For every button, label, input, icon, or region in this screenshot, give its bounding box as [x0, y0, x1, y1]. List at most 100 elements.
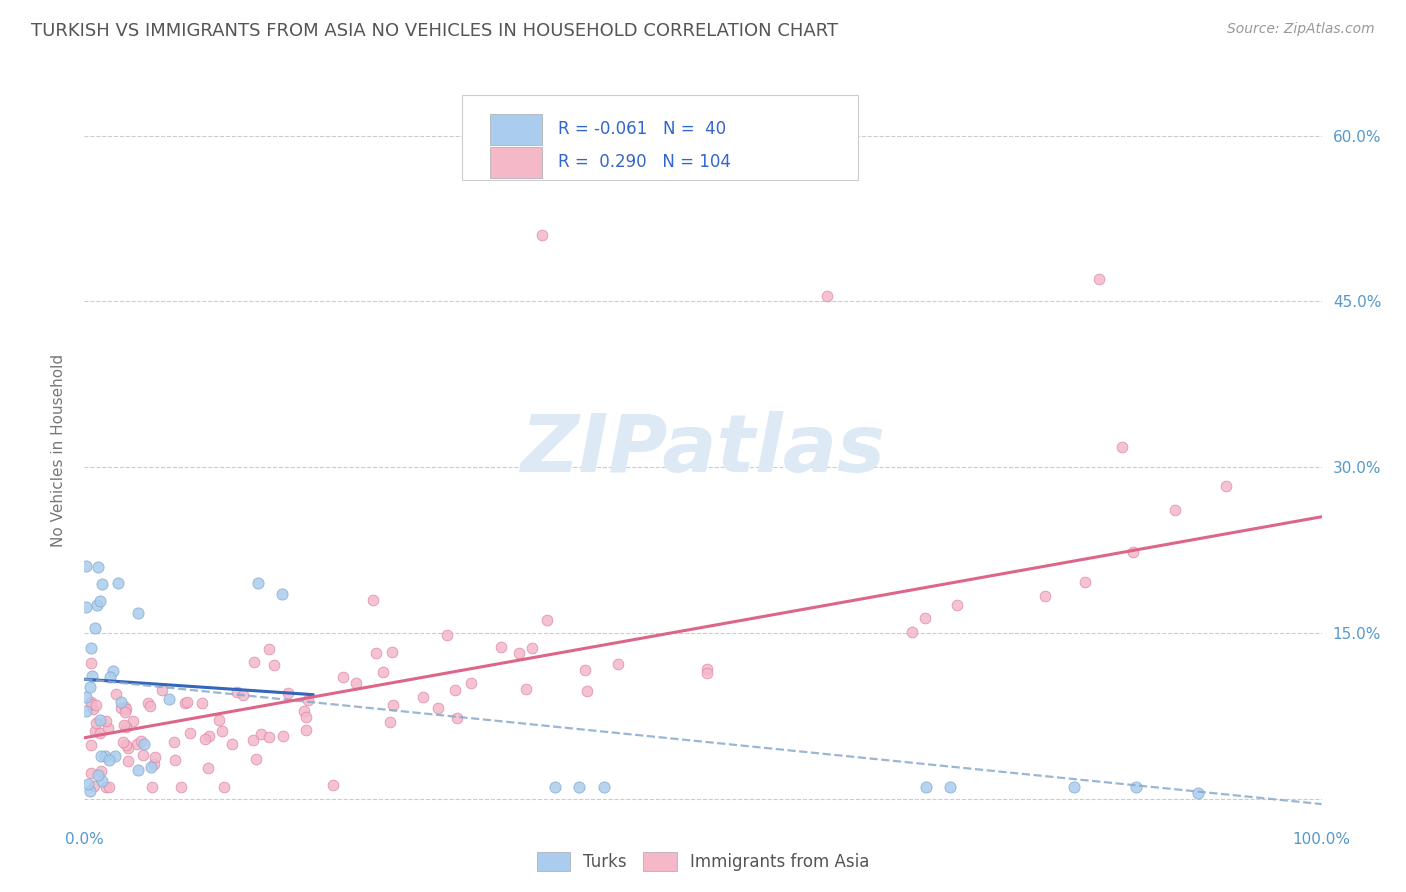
Point [139, 699, 162, 714]
Point [250, 726, 273, 740]
Point [143, 750, 166, 764]
Point [491, 640, 513, 655]
Point [89, 725, 111, 739]
Point [136, 697, 159, 711]
Point [104, 687, 127, 701]
Point [1033, 589, 1056, 603]
Point [246, 576, 269, 591]
Point [110, 695, 132, 709]
Point [127, 606, 149, 620]
Point [127, 763, 149, 777]
Point [89, 593, 111, 607]
Point [446, 711, 468, 725]
Point [80, 669, 103, 683]
Point [131, 747, 153, 762]
Point [79, 765, 101, 780]
Text: ZIPatlas: ZIPatlas [520, 411, 886, 490]
Point [198, 729, 221, 743]
Point [97, 780, 120, 795]
Point [101, 665, 124, 679]
Point [212, 780, 235, 795]
Text: R = -0.061   N =  40: R = -0.061 N = 40 [558, 120, 727, 138]
Point [617, 151, 640, 165]
Point [179, 726, 201, 740]
Point [139, 759, 162, 773]
Point [90, 764, 112, 779]
Point [211, 723, 233, 738]
Point [1187, 786, 1209, 800]
Point [121, 714, 143, 729]
Point [263, 658, 285, 673]
Point [114, 699, 136, 714]
Point [297, 693, 319, 707]
Point [444, 682, 467, 697]
Point [536, 613, 558, 627]
Point [90, 748, 112, 763]
Point [508, 646, 530, 660]
Point [1063, 780, 1085, 795]
Point [436, 628, 458, 642]
Point [322, 778, 344, 792]
Point [522, 640, 544, 655]
Point [75, 600, 97, 615]
Point [90, 576, 112, 591]
Point [1088, 272, 1111, 286]
Point [94, 714, 117, 728]
Point [141, 780, 163, 795]
Point [94, 749, 117, 764]
Point [696, 662, 718, 676]
Point [104, 749, 127, 764]
Point [515, 681, 537, 696]
Point [1122, 544, 1144, 558]
Point [150, 682, 173, 697]
Point [79, 698, 101, 712]
Point [117, 741, 139, 756]
Point [79, 784, 101, 798]
Point [294, 710, 316, 724]
Text: R =  0.290   N = 104: R = 0.290 N = 104 [558, 153, 731, 170]
Point [361, 593, 384, 607]
Point [1125, 780, 1147, 795]
Point [225, 684, 247, 698]
Point [110, 700, 132, 714]
Point [945, 598, 967, 612]
Point [271, 587, 294, 601]
Point [86, 598, 108, 612]
Point [332, 669, 354, 683]
Point [381, 698, 404, 712]
Point [75, 690, 97, 705]
Point [1163, 502, 1185, 516]
Point [914, 611, 936, 625]
Point [259, 641, 281, 656]
Point [900, 625, 922, 640]
Point [242, 655, 264, 669]
Point [277, 685, 299, 699]
Point [364, 646, 387, 660]
Point [75, 559, 97, 574]
Point [163, 735, 186, 749]
Point [593, 780, 616, 795]
Point [84, 698, 107, 713]
Point [344, 675, 367, 690]
Point [271, 729, 294, 743]
Point [607, 657, 630, 672]
Point [194, 732, 217, 747]
Text: Source: ZipAtlas.com: Source: ZipAtlas.com [1227, 22, 1375, 37]
Point [98, 753, 121, 767]
Point [79, 739, 101, 753]
Point [197, 761, 219, 775]
Point [427, 701, 450, 715]
Point [165, 753, 187, 767]
Point [112, 718, 135, 732]
Point [257, 730, 280, 744]
Point [574, 663, 596, 677]
Point [75, 704, 97, 718]
Point [568, 780, 591, 795]
Point [381, 645, 404, 659]
Point [111, 735, 134, 749]
Point [543, 780, 565, 795]
FancyBboxPatch shape [461, 95, 858, 180]
Point [460, 676, 482, 690]
Point [114, 705, 136, 719]
Point [173, 696, 195, 710]
